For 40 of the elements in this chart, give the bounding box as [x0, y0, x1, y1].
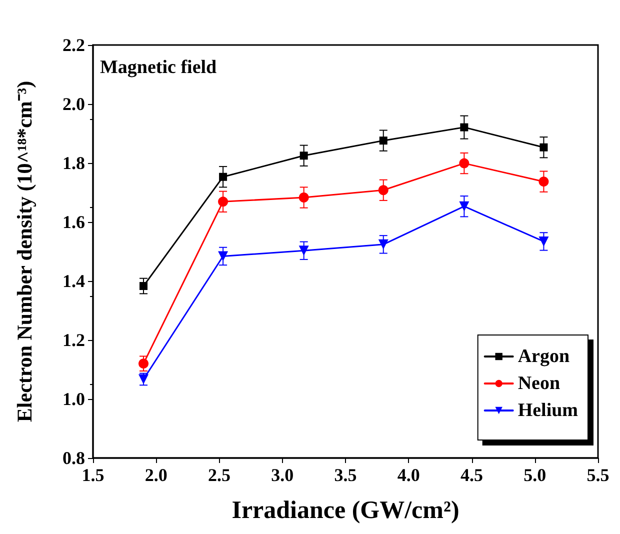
annotation: Magnetic field	[100, 57, 218, 78]
point	[219, 172, 228, 181]
x-tick-label: 1.5	[82, 465, 104, 485]
point	[459, 201, 470, 212]
point	[460, 123, 468, 132]
x-axis-title: Irradiance (GW/cm²)	[232, 497, 460, 524]
y-tick-label: 2.0	[62, 94, 85, 114]
point	[378, 239, 388, 250]
x-tick-label: 4.0	[397, 465, 420, 485]
point	[540, 143, 548, 152]
y-tick-label: 1.2	[62, 330, 85, 350]
point	[138, 358, 148, 369]
point	[538, 236, 549, 246]
y-tick-label: 2.2	[62, 35, 85, 55]
y-tick-label: 1.4	[62, 271, 85, 291]
x-tick-label: 5.5	[586, 465, 610, 485]
point	[538, 176, 549, 187]
point	[459, 158, 470, 168]
legend-label: Helium	[518, 400, 578, 421]
point	[379, 136, 388, 145]
y-tick-label: 1.0	[62, 389, 85, 409]
point	[378, 185, 388, 196]
y-tick-label: 1.6	[62, 212, 85, 232]
x-tick-label: 2.0	[144, 465, 168, 485]
x-tick-label: 4.5	[460, 465, 483, 485]
x-tick-label: 3.5	[334, 465, 357, 485]
point	[298, 192, 309, 203]
x-tick-label: 5.0	[524, 465, 546, 485]
x-tick-label: 3.0	[271, 465, 294, 485]
y-tick-label: 0.8	[62, 448, 85, 468]
point	[300, 152, 308, 160]
legend-label: Argon	[518, 346, 570, 367]
point	[218, 251, 228, 262]
point	[218, 196, 228, 207]
x-tick-label: 2.5	[208, 465, 230, 485]
point	[298, 246, 309, 256]
y-axis-title: Electron Number density (10^¹⁸*cm⁻³)	[12, 80, 36, 422]
legend-label: Neon	[518, 373, 560, 394]
point	[140, 282, 148, 290]
y-tick-label: 1.8	[62, 153, 85, 173]
